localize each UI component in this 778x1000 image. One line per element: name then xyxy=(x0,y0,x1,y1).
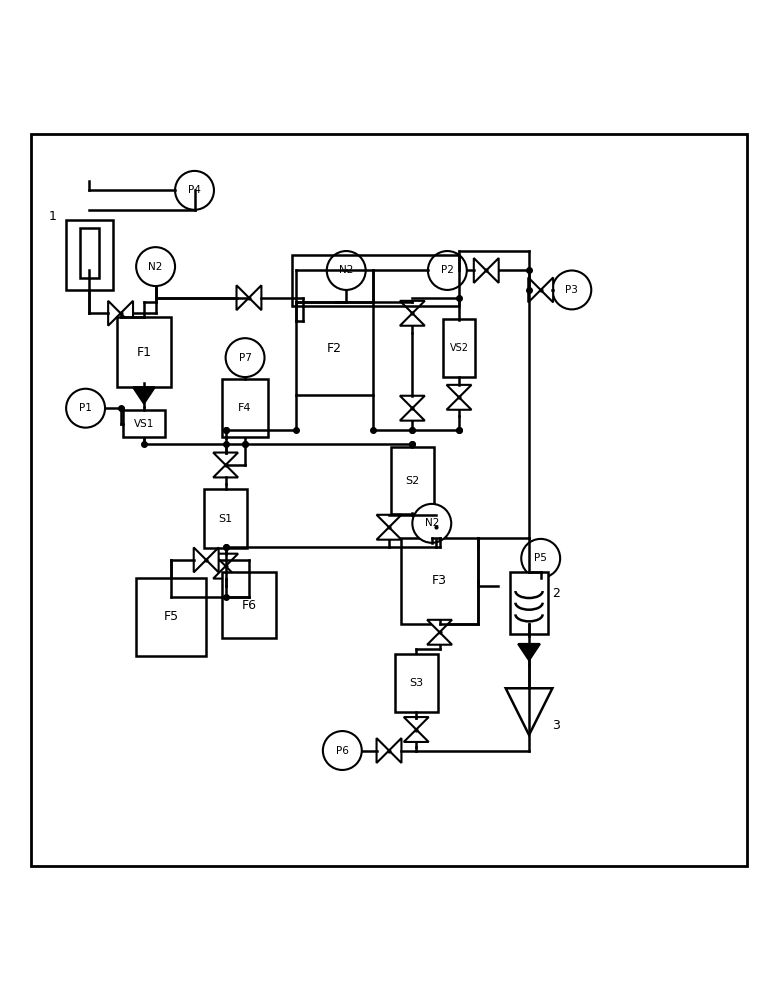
FancyBboxPatch shape xyxy=(66,220,113,290)
Text: S3: S3 xyxy=(409,678,423,688)
Text: VS1: VS1 xyxy=(134,419,154,429)
Polygon shape xyxy=(400,408,425,421)
Polygon shape xyxy=(423,515,448,527)
FancyBboxPatch shape xyxy=(204,489,247,548)
FancyBboxPatch shape xyxy=(510,572,548,634)
Polygon shape xyxy=(377,738,389,763)
Polygon shape xyxy=(213,554,238,566)
Polygon shape xyxy=(427,620,452,632)
Polygon shape xyxy=(133,387,155,404)
FancyBboxPatch shape xyxy=(136,578,206,656)
Text: F6: F6 xyxy=(241,599,257,612)
Polygon shape xyxy=(213,566,238,579)
FancyBboxPatch shape xyxy=(443,319,475,377)
Polygon shape xyxy=(400,396,425,408)
Polygon shape xyxy=(423,527,448,540)
Polygon shape xyxy=(249,285,261,310)
Text: N2: N2 xyxy=(425,518,439,528)
FancyBboxPatch shape xyxy=(391,447,434,514)
Polygon shape xyxy=(213,453,238,465)
FancyBboxPatch shape xyxy=(395,654,438,712)
Circle shape xyxy=(521,539,560,578)
Text: P3: P3 xyxy=(566,285,578,295)
Polygon shape xyxy=(206,547,219,572)
Text: N2: N2 xyxy=(149,262,163,272)
Polygon shape xyxy=(404,730,429,742)
Polygon shape xyxy=(541,277,553,302)
Text: 3: 3 xyxy=(552,719,560,732)
Polygon shape xyxy=(389,738,401,763)
Circle shape xyxy=(327,251,366,290)
Circle shape xyxy=(412,504,451,543)
Text: F1: F1 xyxy=(136,346,152,359)
FancyBboxPatch shape xyxy=(222,379,268,437)
FancyBboxPatch shape xyxy=(31,134,747,866)
FancyBboxPatch shape xyxy=(80,228,99,278)
Circle shape xyxy=(226,338,265,377)
Text: P5: P5 xyxy=(534,553,547,563)
Text: N2: N2 xyxy=(339,265,353,275)
Text: F4: F4 xyxy=(238,403,252,413)
Text: F3: F3 xyxy=(432,574,447,587)
Polygon shape xyxy=(474,258,486,283)
Polygon shape xyxy=(400,301,425,313)
Text: P1: P1 xyxy=(79,403,92,413)
Polygon shape xyxy=(194,547,206,572)
Text: F2: F2 xyxy=(327,342,342,355)
Circle shape xyxy=(323,731,362,770)
FancyBboxPatch shape xyxy=(123,410,165,437)
Text: P4: P4 xyxy=(188,185,201,195)
Polygon shape xyxy=(213,465,238,477)
Polygon shape xyxy=(404,717,429,730)
Text: S2: S2 xyxy=(405,476,419,486)
FancyBboxPatch shape xyxy=(222,572,276,638)
Text: S1: S1 xyxy=(219,514,233,524)
FancyBboxPatch shape xyxy=(117,317,171,387)
Circle shape xyxy=(175,171,214,210)
Polygon shape xyxy=(377,515,401,527)
Polygon shape xyxy=(400,313,425,326)
Polygon shape xyxy=(486,258,499,283)
Circle shape xyxy=(428,251,467,290)
Polygon shape xyxy=(447,397,471,410)
FancyBboxPatch shape xyxy=(296,302,373,395)
Text: 2: 2 xyxy=(552,587,560,600)
Polygon shape xyxy=(108,301,121,326)
Text: P7: P7 xyxy=(239,353,251,363)
Polygon shape xyxy=(427,632,452,645)
Text: 1: 1 xyxy=(49,210,57,223)
Circle shape xyxy=(552,270,591,309)
Polygon shape xyxy=(121,301,133,326)
Text: F5: F5 xyxy=(163,610,179,623)
Polygon shape xyxy=(528,277,541,302)
Polygon shape xyxy=(377,527,401,540)
Circle shape xyxy=(136,247,175,286)
Text: P6: P6 xyxy=(336,746,349,756)
Polygon shape xyxy=(518,644,540,660)
Polygon shape xyxy=(506,688,552,735)
Polygon shape xyxy=(237,285,249,310)
Text: VS2: VS2 xyxy=(450,343,468,353)
FancyBboxPatch shape xyxy=(401,538,478,624)
Polygon shape xyxy=(447,385,471,397)
Circle shape xyxy=(66,389,105,428)
Text: P2: P2 xyxy=(441,265,454,275)
